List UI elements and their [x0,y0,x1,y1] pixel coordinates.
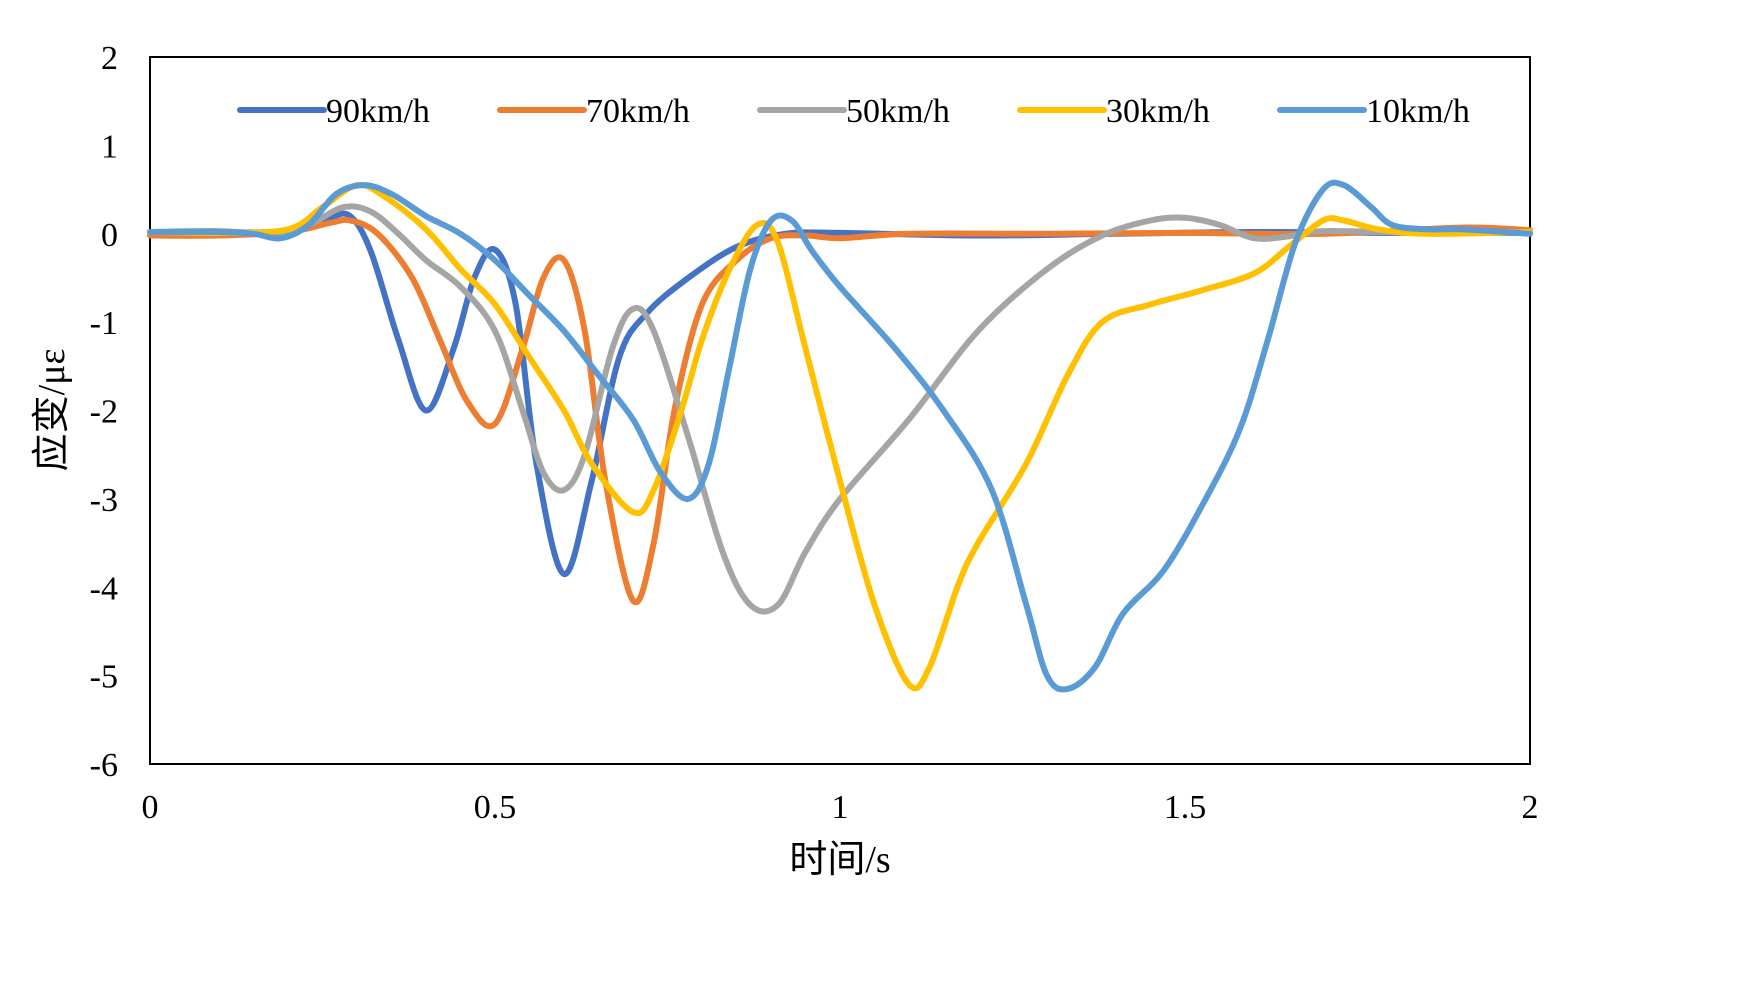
x-axis-ticks: 0 0.5 1 1.5 2 [142,789,1539,826]
x-tick-label: 1.5 [1164,789,1207,826]
y-tick-label: 0 [101,217,118,254]
legend-label: 50km/h [846,93,950,130]
series-line-50km-h [147,203,1533,615]
y-tick-label: -5 [90,659,118,696]
y-tick-label: 2 [101,40,118,77]
x-axis-title: 时间/s [789,839,890,881]
legend-label: 90km/h [326,93,430,130]
plot-frame [149,56,1531,765]
y-tick-label: 1 [101,128,118,165]
legend-label: 30km/h [1106,93,1210,130]
x-tick-label: 2 [1522,789,1539,826]
y-tick-label: -1 [90,305,118,342]
series-line-70km-h [147,216,1533,606]
y-tick-label: -6 [90,747,118,784]
y-axis-title: 应变/με [31,349,73,472]
x-tick-label: 0.5 [474,789,517,826]
y-tick-label: -3 [90,482,118,519]
series-layer [147,179,1533,693]
y-axis-ticks: 2 1 0 -1 -2 -3 -4 -5 -6 [90,40,118,784]
legend-label: 70km/h [586,93,690,130]
series-line-30km-h [147,181,1533,692]
series-line-10km-h [147,179,1533,693]
y-tick-label: -2 [90,394,118,431]
y-tick-label: -4 [90,570,118,607]
legend-label: 10km/h [1366,93,1470,130]
legend: 90km/h 70km/h 50km/h 30km/h 10km/h [237,93,1470,130]
x-tick-label: 0 [142,789,159,826]
x-tick-label: 1 [832,789,849,826]
